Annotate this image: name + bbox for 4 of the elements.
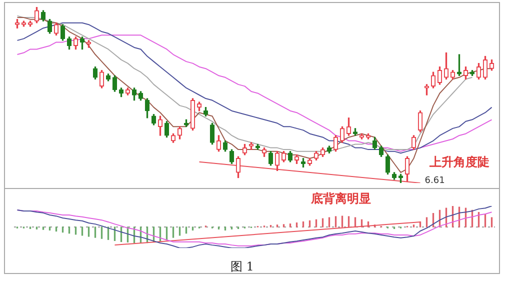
caption: 图 1 bbox=[230, 259, 254, 274]
annotation: 上升角度陡 bbox=[428, 155, 490, 170]
annotation: 6.61 bbox=[424, 176, 445, 186]
text: 底背离明显 bbox=[310, 191, 371, 206]
